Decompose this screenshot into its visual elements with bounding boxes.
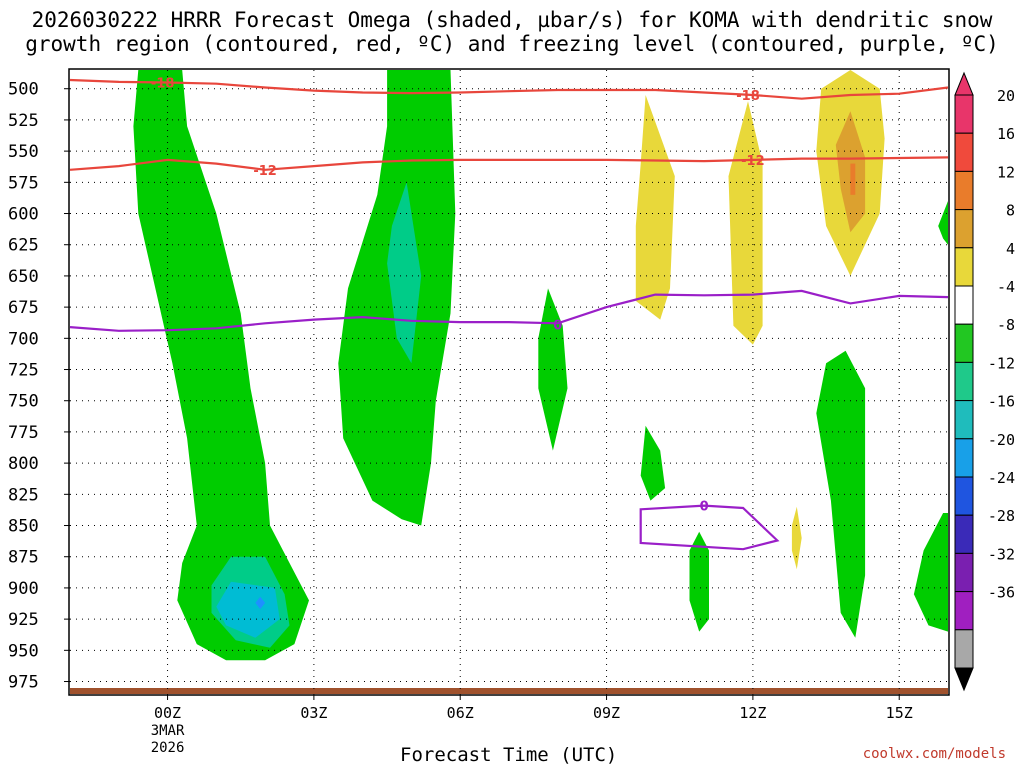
omega-region-5 (816, 350, 866, 638)
y-tick-label-925: 925 (8, 610, 39, 630)
colorbar-label--16: -16 (988, 393, 1015, 411)
y-tick-label-850: 850 (8, 517, 39, 537)
colorbar-swatch-11 (954, 514, 974, 554)
colorbar-arrow-bottom (954, 667, 974, 692)
y-tick-label-550: 550 (8, 142, 39, 162)
colorbar-swatch-9 (954, 438, 974, 478)
y-tick-label-675: 675 (8, 298, 39, 318)
colorbar-swatch-10 (954, 476, 974, 516)
colorbar-swatch-5 (954, 285, 974, 325)
omega-region-11 (255, 596, 266, 610)
omega-region-6 (938, 201, 948, 245)
isotherm-label-3-0: 0 (700, 500, 709, 515)
isotherm-label-1-1: -12 (741, 154, 765, 169)
y-tick-label-775: 775 (8, 423, 39, 443)
colorbar-swatch-4 (954, 247, 974, 287)
colorbar-label-12: 12 (997, 163, 1015, 181)
colorbar-swatch-0 (954, 94, 974, 134)
colorbar-swatch-2 (954, 170, 974, 211)
colorbar-label--8: -8 (997, 316, 1015, 334)
omega-region-14 (791, 506, 802, 570)
colorbar-label--32: -32 (988, 545, 1015, 563)
colorbar-label--4: -4 (997, 278, 1015, 296)
x-tick-label-06Z: 06Z (447, 704, 474, 722)
colorbar-swatch-13 (954, 591, 974, 631)
colorbar-swatch-6 (954, 323, 974, 363)
colorbar-label-4: 4 (1006, 240, 1015, 258)
y-tick-label-875: 875 (8, 548, 39, 568)
y-tick-label-825: 825 (8, 485, 39, 505)
colorbar-label--24: -24 (988, 469, 1015, 487)
x-tick-label-03Z: 03Z (300, 704, 327, 722)
x-date-label: 3MAR (151, 723, 185, 739)
y-tick-label-900: 900 (8, 579, 39, 599)
y-axis: 500 525 550 575 600 625 650 675 700 725 750 775 800 8… (8, 80, 70, 693)
y-tick-label-600: 600 (8, 205, 39, 225)
colorbar-swatch-7 (954, 361, 974, 402)
grid-lines (70, 70, 948, 694)
omega-region-2 (538, 288, 568, 451)
colorbar-swatch-3 (954, 209, 974, 249)
omega-region-12 (635, 95, 675, 320)
x-tick-label-09Z: 09Z (593, 704, 620, 722)
y-tick-label-650: 650 (8, 267, 39, 287)
x-year-label: 2026 (151, 740, 185, 756)
x-tick-label-15Z: 15Z (886, 704, 913, 722)
y-tick-label-975: 975 (8, 673, 39, 693)
plot-frame (68, 68, 950, 696)
colorbar-label--12: -12 (988, 354, 1015, 372)
ground-strip (70, 688, 948, 694)
isotherm-label-0-0: -18 (151, 76, 175, 91)
omega-shading (133, 70, 948, 661)
colorbar-arrow-top (954, 71, 974, 96)
omega-region-7 (913, 513, 948, 632)
chart-title: 2026030222 HRRR Forecast Omega (shaded, … (0, 8, 1024, 56)
colorbar-label-20: 20 (997, 87, 1015, 105)
omega-region-17 (850, 163, 856, 195)
colorbar-label--36: -36 (988, 584, 1015, 602)
x-tick-label-00Z: 00Z (154, 704, 181, 722)
y-tick-label-575: 575 (8, 173, 39, 193)
isotherm-label-2-0: 0 (553, 319, 562, 334)
isotherm-line-0 (69, 78, 949, 100)
colorbar-label-16: 16 (997, 125, 1015, 143)
colorbar-label--28: -28 (988, 507, 1015, 525)
y-tick-label-525: 525 (8, 111, 39, 131)
colorbar-label--20: -20 (988, 431, 1015, 449)
isotherm-line-1 (69, 156, 949, 171)
title-line-1: 2026030222 HRRR Forecast Omega (shaded, … (31, 8, 993, 32)
y-tick-label-800: 800 (8, 454, 39, 474)
x-axis-title: Forecast Time (UTC) (400, 744, 618, 766)
omega-region-10 (216, 581, 280, 638)
colorbar-swatch-12 (954, 552, 974, 593)
contour-lines: -18 -18 -12 -12 0 0 (69, 76, 949, 551)
isotherm-line-3 (639, 504, 780, 551)
y-tick-label-500: 500 (8, 80, 39, 100)
y-tick-label-625: 625 (8, 236, 39, 256)
colorbar-swatch-1 (954, 132, 974, 172)
y-tick-label-950: 950 (8, 641, 39, 661)
y-tick-label-700: 700 (8, 329, 39, 349)
isotherm-label-1-0: -12 (253, 164, 277, 179)
omega-region-0 (133, 70, 309, 661)
isotherm-line-2 (69, 289, 949, 332)
omega-region-8 (387, 182, 422, 364)
colorbar-swatch-8 (954, 400, 974, 440)
colorbar-swatch-14 (954, 629, 974, 669)
colorbar-label-8: 8 (1006, 202, 1015, 220)
credit-text: coolwx.com/models (862, 746, 1006, 762)
omega-region-13 (728, 101, 763, 345)
y-tick-label-750: 750 (8, 392, 39, 412)
title-line-2: growth region (contoured, red, ºC) and f… (25, 32, 999, 56)
y-tick-label-725: 725 (8, 361, 39, 381)
x-tick-label-12Z: 12Z (739, 704, 766, 722)
isotherm-label-0-1: -18 (736, 89, 760, 104)
colorbar: 20 16 12 8 4 -4 -8 -12 -16 -20 -24 -28 -32 -36 (954, 71, 1015, 692)
